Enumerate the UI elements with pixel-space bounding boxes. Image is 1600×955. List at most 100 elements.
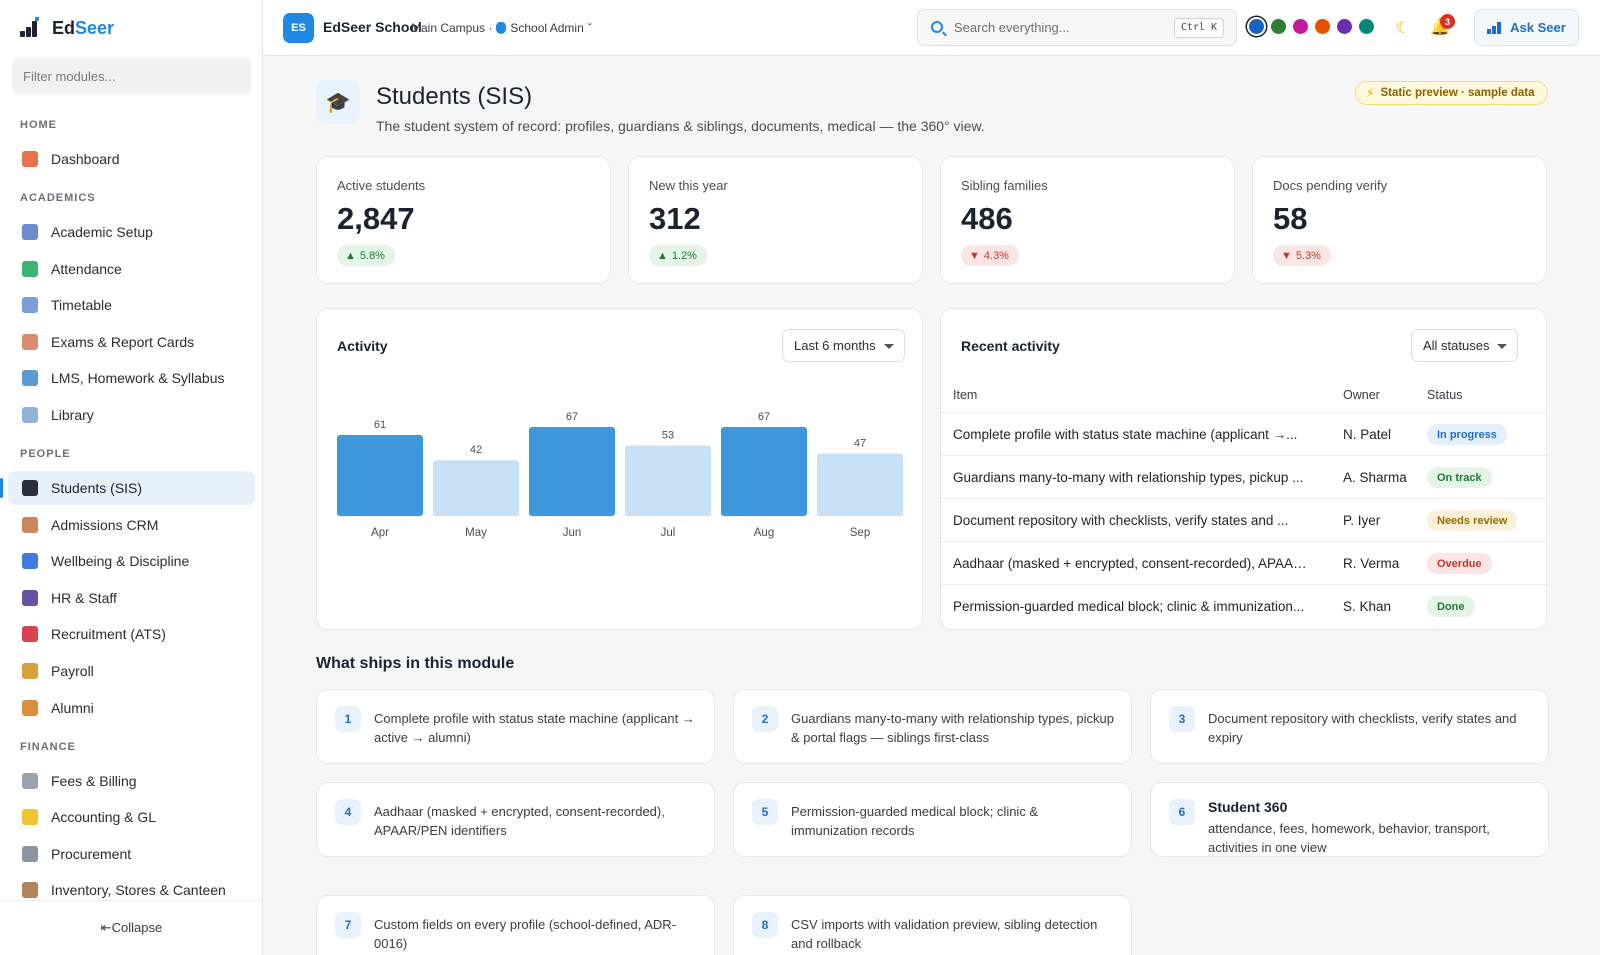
feature-card: 2 Guardians many-to-many with relationshi… [733, 689, 1132, 764]
theme-swatch[interactable] [1293, 19, 1308, 34]
bar-value-label: 67 [758, 411, 770, 423]
moon-icon[interactable]: ☾ [1396, 20, 1411, 37]
feature-description: Permission-guarded medical block; clinic… [791, 804, 1039, 838]
sidebar-item-inventory-stores-canteen[interactable]: Inventory, Stores & Canteen [8, 873, 255, 900]
campus-switcher[interactable]: Main Campus · School Admin ˇ [411, 21, 592, 35]
sidebar-item-library[interactable]: Library [8, 398, 255, 432]
heart-icon [22, 553, 38, 570]
theme-swatch[interactable] [1249, 19, 1264, 34]
kpi-card: Sibling families 486 ▼ 4.3% [940, 156, 1235, 284]
kpi-label: Active students [337, 178, 426, 193]
sidebar-item-label: Accounting & GL [51, 809, 157, 826]
status-badge: In progress [1427, 424, 1507, 445]
school-badge[interactable]: ES [283, 13, 314, 43]
bar-jul[interactable] [625, 445, 711, 516]
sidebar-item-academic-setup[interactable]: Academic Setup [8, 215, 255, 249]
feature-number: 5 [752, 799, 778, 825]
feature-card: 6 Student 360 attendance, fees, homework, … [1150, 782, 1549, 857]
checkbox-icon [22, 260, 38, 277]
sidebar-item-students-sis[interactable]: Students (SIS) [0, 470, 255, 505]
sidebar-item-label: Dashboard [51, 151, 120, 167]
sidebar-item-wellbeing-discipline[interactable]: Wellbeing & Discipline [8, 544, 255, 578]
search-input[interactable] [954, 10, 1164, 45]
sidebar-item-timetable[interactable]: Timetable [8, 288, 255, 322]
global-search[interactable]: Ctrl K [917, 9, 1237, 46]
sidebar-item-label: Library [51, 406, 94, 423]
bar-may[interactable] [433, 460, 519, 516]
money-bag-icon [22, 662, 38, 679]
sidebar-item-attendance[interactable]: Attendance [8, 252, 255, 286]
sidebar-item-label: Payroll [51, 662, 94, 679]
feature-description: Complete profile with status state machi… [374, 711, 695, 745]
calendar-grid-icon [22, 297, 38, 314]
role-caret-icon: ˇ [587, 21, 592, 35]
sidebar-item-admissions-crm[interactable]: Admissions CRM [8, 508, 255, 542]
kpi-delta-value: 5.3% [1295, 249, 1321, 262]
sidebar-item-lms-homework-syllabus[interactable]: LMS, Homework & Syllabus [8, 361, 255, 395]
range-select[interactable]: Last 6 months [782, 329, 905, 362]
theme-swatch[interactable] [1359, 19, 1374, 34]
feature-description: attendance, fees, homework, behavior, tr… [1208, 821, 1490, 855]
notification-count-badge: 3 [1440, 14, 1455, 29]
kpi-delta-badge: ▼ 4.3% [961, 245, 1019, 266]
column-header-item[interactable]: Item [953, 388, 978, 402]
sidebar-item-label: Timetable [51, 297, 112, 314]
feature-description: Guardians many-to-many with relationship… [791, 711, 1114, 745]
table-row[interactable]: Guardians many-to-many with relationship… [941, 455, 1546, 498]
feature-description: Document repository with checklists, ver… [1208, 711, 1517, 745]
brand-name: EdSeer [52, 17, 115, 38]
kpi-label: New this year [649, 178, 728, 193]
theme-swatch[interactable] [1271, 19, 1286, 34]
table-row[interactable]: Document repository with checklists, ver… [941, 498, 1546, 541]
feature-card: 8 CSV imports with validation preview, si… [733, 895, 1132, 955]
sidebar-item-fees-billing[interactable]: Fees & Billing [8, 764, 255, 798]
column-header-status[interactable]: Status [1427, 388, 1463, 402]
search-icon [931, 21, 943, 33]
table-row[interactable]: Complete profile with status state machi… [941, 412, 1546, 455]
kpi-delta-value: 1.2% [671, 249, 697, 262]
calendar-icon [22, 224, 38, 240]
ask-seer-button[interactable]: Ask Seer [1474, 9, 1579, 46]
sidebar-item-exams-report-cards[interactable]: Exams & Report Cards [8, 325, 255, 359]
house-icon [22, 151, 38, 167]
sidebar-item-procurement[interactable]: Procurement [8, 837, 255, 871]
sidebar-item-recruitment-ats[interactable]: Recruitment (ATS) [8, 617, 255, 651]
sidebar-item-label: Recruitment (ATS) [51, 626, 166, 643]
bar-apr[interactable] [337, 434, 423, 516]
sidebar-item-accounting-gl[interactable]: Accounting & GL [8, 800, 255, 834]
feature-text-block: Complete profile with status state machi… [374, 709, 699, 747]
brand[interactable]: EdSeer [19, 17, 114, 39]
theme-swatch[interactable] [1337, 19, 1352, 34]
sidebar-item-dashboard[interactable]: Dashboard [8, 142, 255, 176]
theme-swatch[interactable] [1315, 19, 1330, 34]
sidebar-item-payroll[interactable]: Payroll [8, 654, 255, 688]
page-subtitle: The student system of record: profiles, … [376, 118, 985, 134]
sidebar-item-label: Students (SIS) [51, 479, 143, 496]
feature-title: Student 360 [1208, 799, 1288, 815]
x-tick-label: Aug [754, 527, 774, 539]
feature-number: 7 [335, 912, 361, 938]
graduation-cap-icon: 🎓 [316, 80, 360, 124]
feature-text-block: Document repository with checklists, ver… [1208, 709, 1533, 747]
bar-value-label: 61 [374, 419, 386, 431]
role-label: School Admin [510, 21, 584, 35]
bar-aug[interactable] [721, 427, 807, 516]
sidebar-item-label: Academic Setup [51, 224, 153, 240]
school-name[interactable]: EdSeer School [323, 19, 422, 35]
filter-modules-input[interactable] [12, 58, 251, 94]
bar-sep[interactable] [817, 453, 903, 516]
kpi-delta-value: 4.3% [983, 249, 1009, 262]
lightning-icon: ⚡ [1366, 86, 1375, 100]
column-header-updated[interactable]: U [1545, 388, 1546, 402]
bar-jun[interactable] [529, 427, 615, 516]
section-heading: ACADEMICS [20, 192, 96, 204]
table-row[interactable]: Aadhaar (masked + encrypted, consent-rec… [941, 541, 1546, 584]
arrow-down-icon: ▼ [969, 249, 980, 262]
table-row[interactable]: Permission-guarded medical block; clinic… [941, 584, 1546, 627]
sidebar-item-alumni[interactable]: Alumni [8, 691, 255, 725]
status-filter-select[interactable]: All statuses [1411, 329, 1519, 362]
collapse-button[interactable]: ⇤Collapse [0, 900, 263, 955]
column-header-owner[interactable]: Owner [1343, 388, 1380, 402]
row-item: Permission-guarded medical block; clinic… [953, 599, 1305, 614]
sidebar-item-hr-staff[interactable]: HR & Staff [8, 581, 255, 615]
